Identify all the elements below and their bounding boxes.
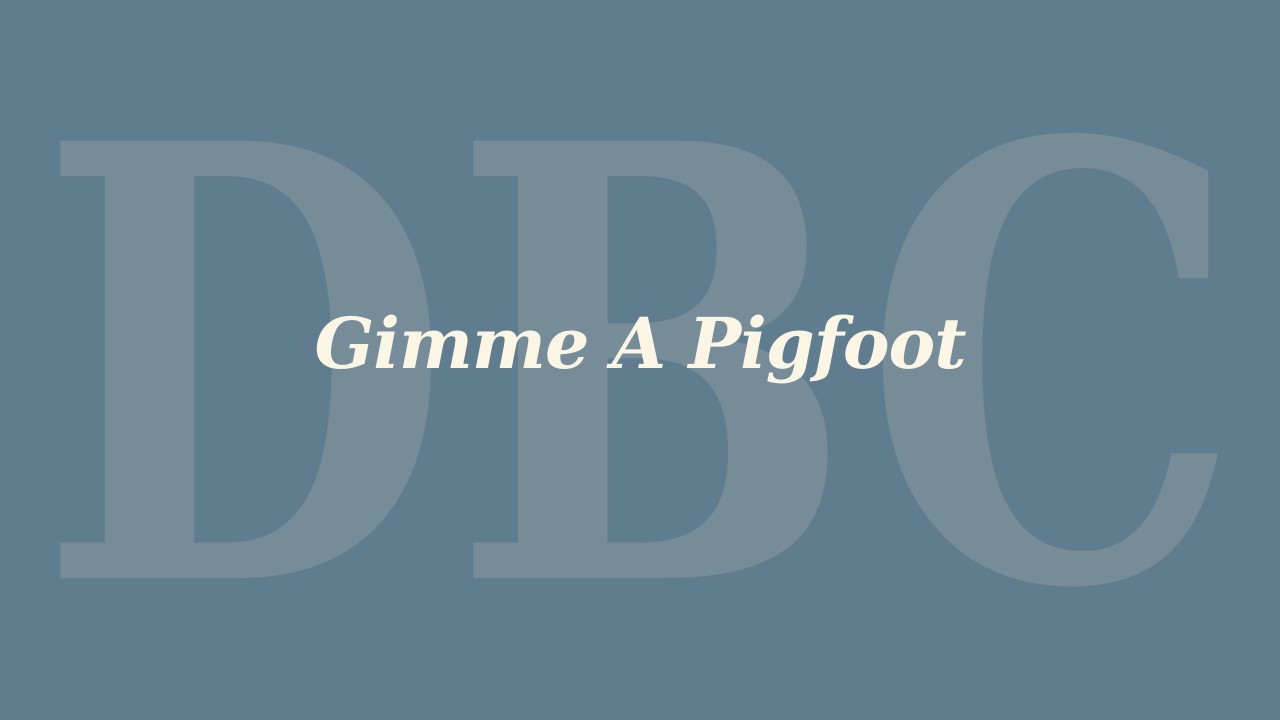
- song-title: Gimme A Pigfoot: [314, 302, 966, 385]
